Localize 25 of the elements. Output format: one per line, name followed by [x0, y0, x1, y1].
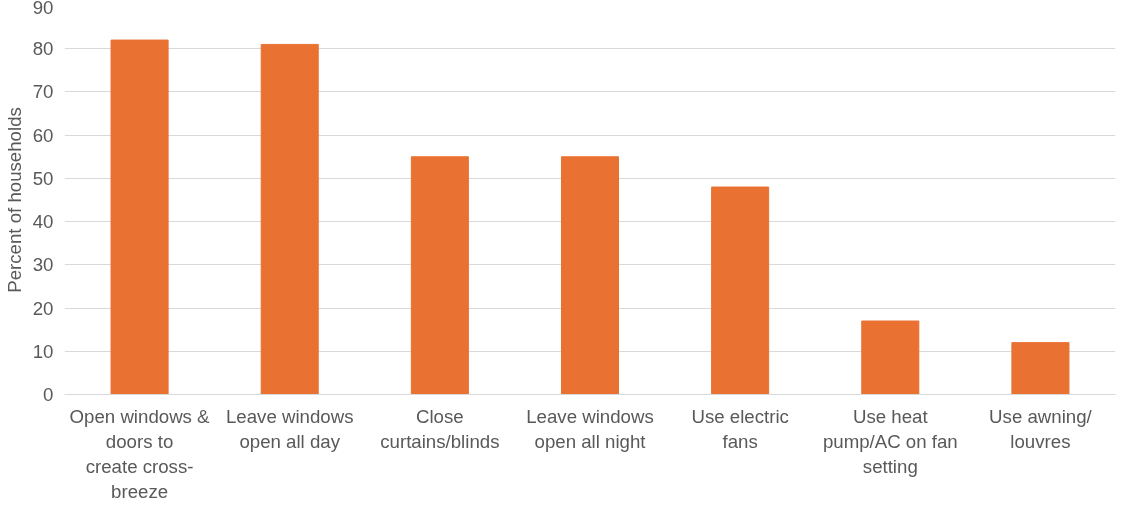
- y-tick-label: 60: [32, 124, 54, 146]
- y-tick-label: 80: [32, 38, 54, 60]
- y-tick-label: 10: [32, 340, 54, 362]
- y-tick-label: 20: [32, 297, 54, 319]
- x-tick-label: Use electric fans: [691, 405, 789, 452]
- x-tick-label: Close curtains/blinds: [380, 405, 500, 452]
- bar: [861, 320, 920, 395]
- bar: [711, 186, 770, 395]
- x-tick-label: Use heat pump/AC on fan setting: [822, 405, 958, 477]
- bar: [260, 43, 319, 395]
- x-tick-label: Leave windows open all night: [526, 405, 654, 452]
- y-tick-label: 0: [43, 384, 54, 405]
- y-axis-title: Percent of households: [3, 107, 25, 293]
- bar: [560, 156, 620, 395]
- y-tick-label: 30: [32, 254, 54, 276]
- bar: [410, 156, 469, 395]
- x-tick-label: Use awning/ louvres: [989, 405, 1093, 452]
- bar: [110, 39, 169, 395]
- y-tick-label: 50: [32, 167, 54, 189]
- x-tick-label: Open windows & doors to create cross-breeze: [69, 405, 211, 503]
- y-tick-label: 90: [32, 0, 54, 18]
- y-tick-label: 70: [32, 81, 54, 103]
- bar: [1011, 342, 1070, 395]
- x-tick-label: Leave windows open all day: [225, 405, 354, 452]
- y-tick-label: 40: [32, 211, 54, 233]
